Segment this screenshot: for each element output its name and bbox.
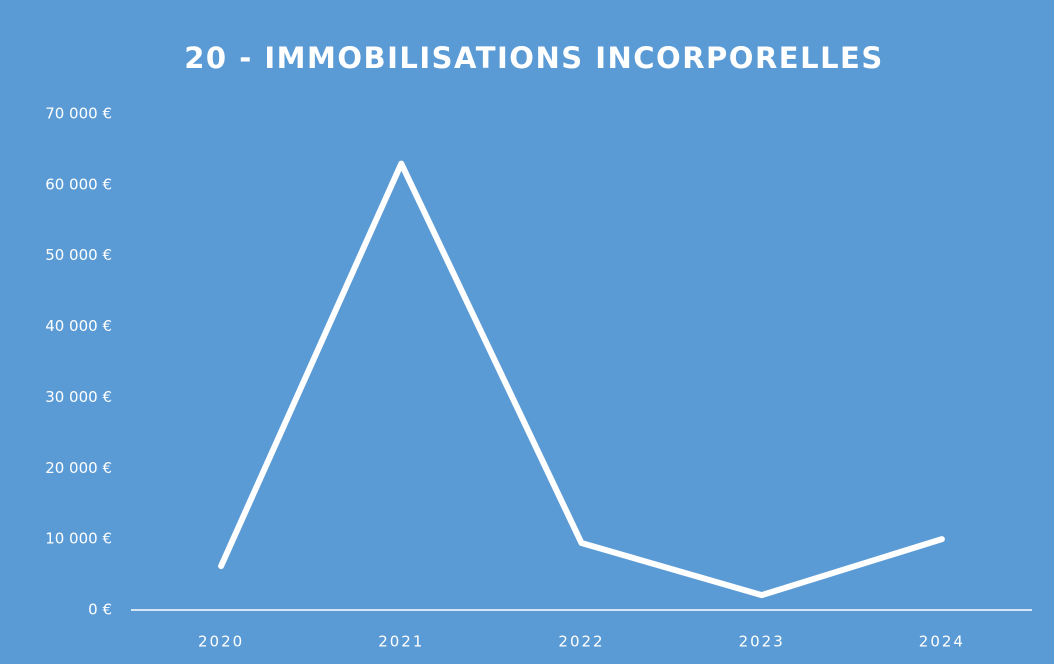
y-tick-label: 30 000 € [45,388,112,406]
y-tick-label: 70 000 € [45,105,112,123]
x-tick-label: 2024 [919,633,965,651]
x-tick-label: 2022 [558,633,604,651]
y-tick-label: 40 000 € [45,317,112,335]
x-tick-label: 2020 [198,633,244,651]
y-tick-label: 20 000 € [45,459,112,477]
y-tick-label: 50 000 € [45,246,112,264]
x-tick-label: 2021 [378,633,424,651]
y-tick-label: 60 000 € [45,175,112,193]
y-tick-label: 10 000 € [45,530,112,548]
y-tick-label: 0 € [88,601,112,619]
line [218,160,945,599]
x-tick-label: 2023 [739,633,785,651]
chart-title: 20 - IMMOBILISATIONS INCORPORELLES [184,41,884,75]
